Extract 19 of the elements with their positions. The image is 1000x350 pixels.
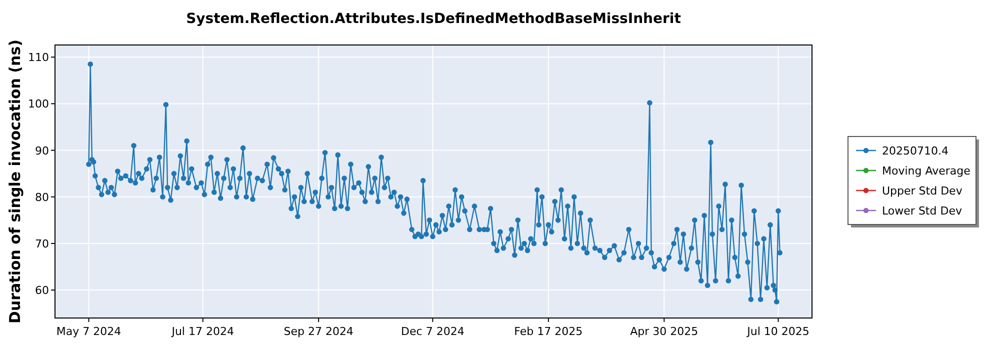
legend-label: 20250710.4 bbox=[882, 144, 948, 158]
y-tick-label: 60 bbox=[35, 284, 49, 298]
x-tick-label: Feb 17 2025 bbox=[514, 325, 583, 338]
chart-title: System.Reflection.Attributes.IsDefinedMethodBaseMissInherit bbox=[186, 11, 682, 27]
x-tick-label: May 7 2024 bbox=[56, 325, 122, 338]
x-tick-label: Sep 27 2024 bbox=[284, 325, 354, 338]
legend-label: Lower Std Dev bbox=[882, 204, 962, 218]
legend-label: Moving Average bbox=[882, 164, 971, 178]
y-tick-label: 100 bbox=[28, 98, 49, 111]
x-tick-label: Apr 30 2025 bbox=[630, 325, 698, 338]
y-tick-label: 70 bbox=[35, 237, 49, 250]
x-tick-label: Dec 7 2024 bbox=[401, 325, 464, 338]
legend-label: Upper Std Dev bbox=[882, 184, 963, 198]
x-tick-label: Jul 10 2025 bbox=[746, 325, 810, 338]
x-tick-label: Jul 17 2024 bbox=[170, 325, 234, 338]
y-axis-title: Duration of single invocation (ns) bbox=[6, 40, 24, 324]
y-tick-label: 90 bbox=[35, 144, 49, 158]
y-tick-label: 110 bbox=[28, 51, 49, 64]
y-tick-label: 80 bbox=[35, 190, 49, 204]
